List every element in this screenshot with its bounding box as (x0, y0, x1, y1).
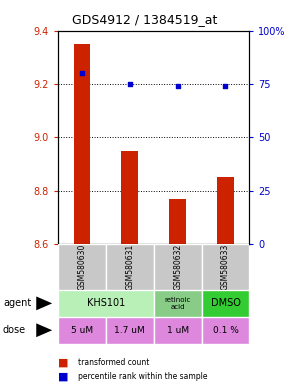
Text: ■: ■ (58, 358, 68, 368)
Text: DMSO: DMSO (211, 298, 240, 308)
Text: KHS101: KHS101 (87, 298, 125, 308)
Text: 5 uM: 5 uM (71, 326, 93, 335)
Text: ■: ■ (58, 371, 68, 381)
Text: 1 uM: 1 uM (166, 326, 189, 335)
Text: GSM580631: GSM580631 (125, 244, 134, 290)
Text: dose: dose (3, 325, 26, 335)
Text: 1.7 uM: 1.7 uM (114, 326, 145, 335)
Bar (122, 151, 138, 244)
Text: GDS4912 / 1384519_at: GDS4912 / 1384519_at (72, 13, 218, 26)
Point (175, 83, 180, 89)
Bar (106, 317, 154, 344)
Bar (154, 317, 202, 344)
Point (79, 70, 84, 76)
Bar (58, 317, 106, 344)
Text: GSM580630: GSM580630 (77, 244, 86, 290)
Bar (58, 290, 154, 317)
Polygon shape (36, 296, 52, 310)
Bar (202, 244, 249, 290)
Text: percentile rank within the sample: percentile rank within the sample (78, 372, 208, 381)
Polygon shape (36, 323, 52, 337)
Bar (202, 317, 249, 344)
Bar (169, 199, 186, 244)
Bar (106, 244, 154, 290)
Text: transformed count: transformed count (78, 358, 150, 367)
Text: GSM580632: GSM580632 (173, 244, 182, 290)
Bar (154, 290, 202, 317)
Bar (154, 244, 202, 290)
Bar (58, 244, 106, 290)
Text: agent: agent (3, 298, 31, 308)
Point (128, 81, 132, 87)
Text: retinoic
acid: retinoic acid (164, 297, 191, 310)
Text: GSM580633: GSM580633 (221, 244, 230, 290)
Point (223, 83, 228, 89)
Bar (74, 44, 90, 244)
Bar (202, 290, 249, 317)
Text: 0.1 %: 0.1 % (213, 326, 238, 335)
Bar (217, 177, 234, 244)
